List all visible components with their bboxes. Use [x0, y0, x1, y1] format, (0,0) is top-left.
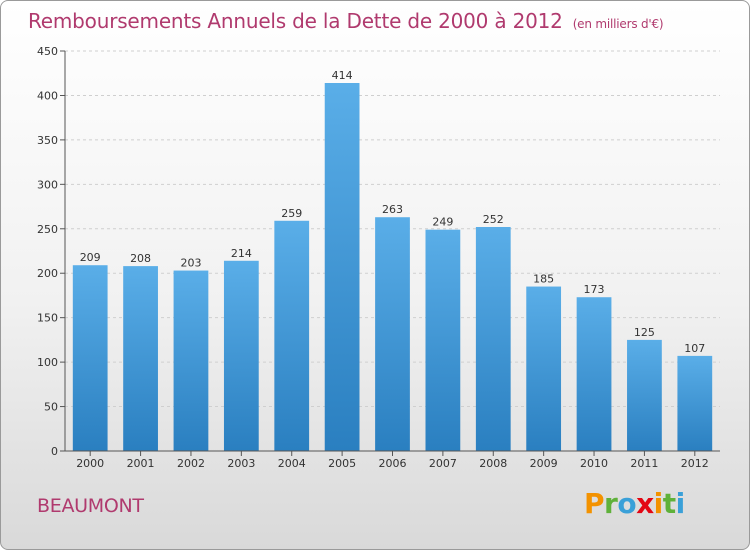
x-tick-label-2004: 2004 — [278, 457, 306, 470]
data-label-2008: 252 — [483, 213, 504, 226]
data-label-2012: 107 — [684, 342, 705, 355]
y-tick-label: 200 — [37, 267, 58, 280]
logo-letter: i — [653, 487, 664, 520]
data-label-2010: 173 — [584, 283, 605, 296]
bar-2010 — [576, 297, 612, 451]
bar-2012 — [677, 355, 713, 451]
data-label-2001: 208 — [130, 252, 151, 265]
bar-2011 — [627, 339, 662, 451]
data-label-2000: 209 — [80, 251, 101, 264]
y-tick-label: 350 — [37, 134, 58, 147]
data-label-2004: 259 — [281, 207, 302, 220]
bar-2002 — [173, 270, 209, 451]
y-tick-label: 150 — [37, 312, 58, 325]
x-tick-label-2010: 2010 — [580, 457, 608, 470]
logo-letter: i — [675, 487, 686, 520]
y-tick-label: 100 — [37, 356, 58, 369]
bar-2003 — [223, 260, 259, 451]
bar-2008 — [475, 227, 511, 451]
chart-title: Remboursements Annuels de la Dette de 20… — [28, 9, 664, 33]
proxiti-logo: Proxiti — [584, 487, 685, 520]
data-label-2009: 185 — [533, 273, 554, 286]
data-label-2007: 249 — [432, 216, 453, 229]
x-tick-label-2002: 2002 — [177, 457, 205, 470]
bar-2007 — [425, 229, 461, 451]
logo-letter: o — [617, 487, 637, 520]
y-tick-label: 250 — [37, 223, 58, 236]
bar-2000 — [72, 265, 108, 451]
y-tick-label: 400 — [37, 89, 58, 102]
bar-2004 — [274, 220, 310, 451]
logo-letter: x — [636, 487, 654, 520]
data-label-2011: 125 — [634, 326, 655, 339]
x-tick-label-2007: 2007 — [429, 457, 457, 470]
y-tick-label: 300 — [37, 178, 58, 191]
x-tick-label-2003: 2003 — [227, 457, 255, 470]
logo-letter: t — [662, 487, 676, 520]
x-tick-label-2009: 2009 — [530, 457, 558, 470]
town-name: BEAUMONT — [37, 495, 144, 517]
x-tick-label-2008: 2008 — [479, 457, 507, 470]
data-label-2003: 214 — [231, 247, 252, 260]
bar-2009 — [526, 286, 562, 451]
bar-2005 — [324, 83, 360, 451]
data-label-2005: 414 — [332, 69, 353, 82]
bar-2001 — [123, 266, 158, 451]
x-tick-label-2001: 2001 — [127, 457, 155, 470]
data-label-2006: 263 — [382, 203, 403, 216]
y-tick-label: 0 — [51, 445, 58, 458]
bar-2006 — [375, 217, 410, 451]
x-tick-label-2005: 2005 — [328, 457, 356, 470]
x-tick-label-2006: 2006 — [379, 457, 407, 470]
x-tick-label-2011: 2011 — [630, 457, 658, 470]
logo-letter: P — [584, 487, 605, 520]
chart-title-text: Remboursements Annuels de la Dette de 20… — [28, 9, 563, 33]
y-tick-label: 450 — [37, 45, 58, 58]
data-label-2002: 203 — [180, 257, 201, 270]
chart-unit-label: (en milliers d'€) — [572, 17, 664, 31]
bars-group: 209 208 203 214 259 414 263 249 252 185 173 125 107 — [72, 69, 713, 451]
x-tick-label-2012: 2012 — [681, 457, 709, 470]
x-tick-label-2000: 2000 — [76, 457, 104, 470]
axes-group: 0 50 100 150 200 250 300 350 400 450 2000 2001 2002 2… — [37, 45, 720, 470]
logo-letter: r — [604, 487, 618, 520]
y-tick-label: 50 — [44, 401, 58, 414]
